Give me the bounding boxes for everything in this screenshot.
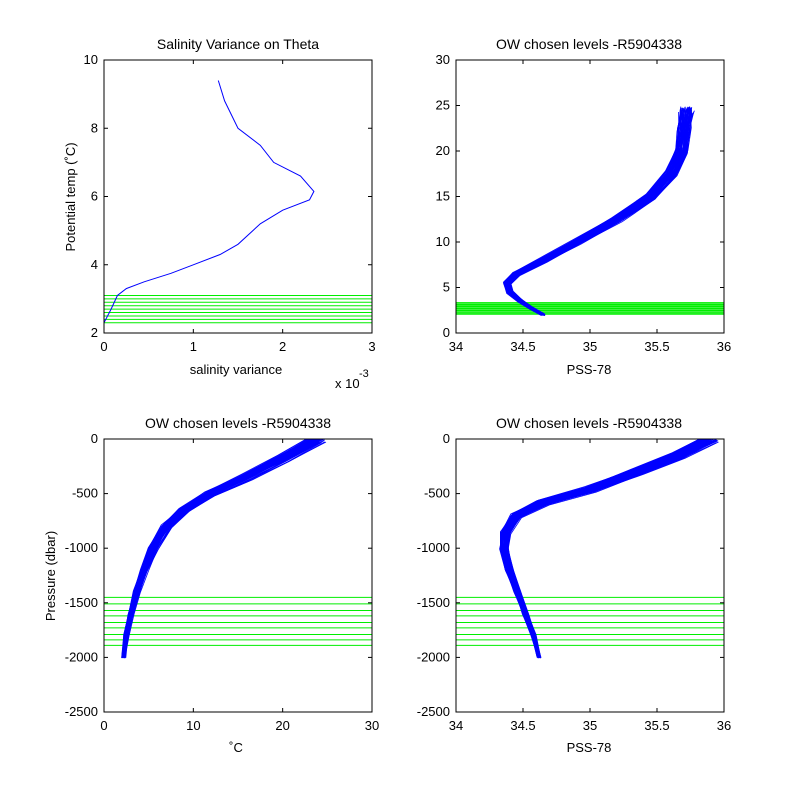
plot-area <box>104 80 372 324</box>
x-tick-label: 0 <box>100 339 107 354</box>
x-tick-label: 10 <box>186 718 200 733</box>
y-tick-label: -500 <box>72 486 98 501</box>
x-axis-label: ˚C <box>229 740 243 755</box>
y-tick-label: 25 <box>436 98 450 113</box>
y-tick-label: 8 <box>91 120 98 135</box>
x-axis-label: PSS-78 <box>567 362 612 377</box>
chart-title: Salinity Variance on Theta <box>157 36 319 52</box>
axes-frame <box>103 438 373 713</box>
panel-pressure-temperature: OW chosen levels -R5904338 ˚C Pressure (… <box>43 415 379 755</box>
data-line <box>104 80 315 324</box>
y-axis-label: Pressure (dbar) <box>43 531 58 621</box>
x-tick-label: 35 <box>583 718 597 733</box>
data-line <box>510 109 692 316</box>
plot-area <box>456 106 724 316</box>
panel-pressure-salinity: OW chosen levels -R5904338 PSS-78 34 34.5… <box>417 415 731 755</box>
y-tick-label: 15 <box>436 189 450 204</box>
chart-title: OW chosen levels -R5904338 <box>496 36 682 52</box>
panel-salinity-variance: Salinity Variance on Theta salinity vari… <box>63 36 376 391</box>
y-tick-label: -500 <box>424 486 450 501</box>
data-line <box>505 439 711 658</box>
plot-area <box>456 439 724 659</box>
x-tick-label: 20 <box>275 718 289 733</box>
x-tick-label: 0 <box>100 718 107 733</box>
chart-title: OW chosen levels -R5904338 <box>145 415 331 431</box>
x-tick-label: 36 <box>717 718 731 733</box>
y-tick-label: 0 <box>443 431 450 446</box>
data-line <box>501 439 707 658</box>
y-tick-label: -2000 <box>417 649 450 664</box>
y-tick-label: 6 <box>91 189 98 204</box>
data-line <box>124 439 326 658</box>
y-tick-label: -1500 <box>65 595 98 610</box>
data-line <box>124 441 323 659</box>
data-line <box>506 108 687 315</box>
y-tick-label: 4 <box>91 257 98 272</box>
y-axis-label: Potential temp (˚C) <box>63 142 78 251</box>
data-line <box>505 440 715 658</box>
y-tick-label: 0 <box>443 325 450 340</box>
data-line <box>121 439 316 658</box>
y-tick-label: -1000 <box>65 540 98 555</box>
x-axis-multiplier-exponent: -3 <box>359 368 369 380</box>
x-tick-label: 35 <box>583 339 597 354</box>
data-line <box>122 439 318 658</box>
x-tick-label: 35.5 <box>644 339 669 354</box>
y-tick-label: 10 <box>436 234 450 249</box>
x-tick-label: 34.5 <box>510 339 535 354</box>
x-tick-label: 34.5 <box>510 718 535 733</box>
y-tick-label: 5 <box>443 280 450 295</box>
x-tick-label: 3 <box>368 339 375 354</box>
y-tick-label: -2500 <box>65 704 98 719</box>
y-tick-label: -2000 <box>65 649 98 664</box>
x-tick-label: 34 <box>449 339 463 354</box>
x-tick-label: 36 <box>717 339 731 354</box>
y-tick-label: -1000 <box>417 540 450 555</box>
x-tick-label: 30 <box>365 718 379 733</box>
y-tick-label: 2 <box>91 325 98 340</box>
chart-title: OW chosen levels -R5904338 <box>496 415 682 431</box>
x-axis-label: PSS-78 <box>567 740 612 755</box>
x-tick-label: 35.5 <box>644 718 669 733</box>
y-tick-label: 20 <box>436 143 450 158</box>
y-tick-label: 30 <box>436 52 450 67</box>
panel-theta-salinity: OW chosen levels -R5904338 PSS-78 34 34.5… <box>436 36 732 377</box>
y-tick-label: 10 <box>84 52 98 67</box>
y-tick-label: 0 <box>91 431 98 446</box>
x-tick-label: 1 <box>190 339 197 354</box>
x-axis-label: salinity variance <box>190 362 283 377</box>
y-tick-label: -2500 <box>417 704 450 719</box>
x-tick-label: 2 <box>279 339 286 354</box>
plot-area <box>104 439 372 659</box>
x-tick-label: 34 <box>449 718 463 733</box>
y-tick-label: -1500 <box>417 595 450 610</box>
data-line <box>504 107 686 315</box>
x-axis-multiplier: x 10 <box>335 376 360 391</box>
data-line <box>503 440 712 658</box>
